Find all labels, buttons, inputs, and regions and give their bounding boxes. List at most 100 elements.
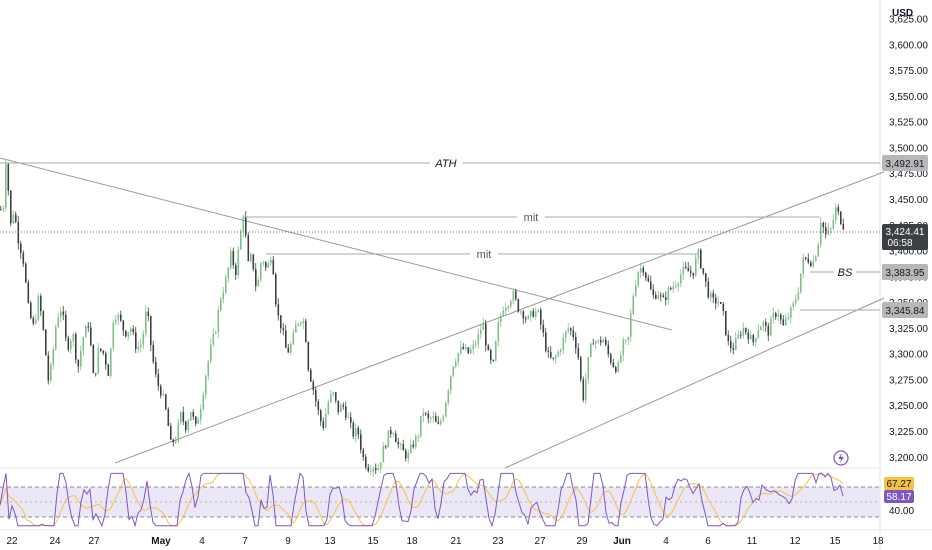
candlesticks[interactable] bbox=[0, 158, 845, 477]
candle-body[interactable] bbox=[557, 351, 560, 357]
candle-body[interactable] bbox=[247, 235, 250, 261]
candle-body[interactable] bbox=[107, 364, 110, 376]
candle-body[interactable] bbox=[720, 302, 722, 304]
candle-body[interactable] bbox=[662, 295, 665, 298]
candle-body[interactable] bbox=[145, 311, 147, 334]
candle-body[interactable] bbox=[660, 295, 662, 297]
candle-body[interactable] bbox=[747, 332, 750, 340]
candle-body[interactable] bbox=[580, 357, 582, 380]
candle-body[interactable] bbox=[302, 320, 305, 324]
candle-body[interactable] bbox=[832, 219, 835, 229]
candle-body[interactable] bbox=[810, 262, 812, 267]
candle-body[interactable] bbox=[142, 333, 145, 345]
candle-body[interactable] bbox=[12, 214, 15, 224]
candle-body[interactable] bbox=[752, 335, 755, 343]
candle-body[interactable] bbox=[535, 311, 537, 317]
candle-body[interactable] bbox=[555, 356, 557, 359]
candle-body[interactable] bbox=[192, 412, 195, 417]
candle-body[interactable] bbox=[117, 314, 120, 320]
candle-body[interactable] bbox=[705, 273, 707, 282]
candle-body[interactable] bbox=[72, 334, 75, 342]
candle-body[interactable] bbox=[550, 351, 552, 358]
candle-body[interactable] bbox=[357, 428, 360, 435]
candle-body[interactable] bbox=[695, 258, 697, 276]
candle-body[interactable] bbox=[655, 295, 657, 299]
candle-body[interactable] bbox=[132, 328, 135, 333]
candle-body[interactable] bbox=[287, 347, 290, 353]
candle-body[interactable] bbox=[797, 292, 800, 300]
candle-body[interactable] bbox=[457, 353, 460, 362]
candle-body[interactable] bbox=[710, 293, 712, 298]
candle-body[interactable] bbox=[490, 350, 492, 360]
candle-body[interactable] bbox=[572, 330, 575, 338]
candle-body[interactable] bbox=[422, 413, 425, 417]
candle-body[interactable] bbox=[597, 340, 600, 342]
candle-body[interactable] bbox=[35, 319, 37, 324]
candle-body[interactable] bbox=[632, 295, 635, 314]
candle-body[interactable] bbox=[47, 355, 50, 381]
candle-body[interactable] bbox=[95, 373, 97, 375]
candle-body[interactable] bbox=[595, 341, 597, 344]
candle-body[interactable] bbox=[217, 310, 220, 333]
candle-body[interactable] bbox=[352, 422, 355, 437]
candle-body[interactable] bbox=[187, 420, 190, 431]
candle-body[interactable] bbox=[697, 249, 700, 259]
candle-body[interactable] bbox=[152, 344, 155, 362]
candle-body[interactable] bbox=[745, 327, 747, 333]
candle-body[interactable] bbox=[712, 293, 715, 298]
candle-body[interactable] bbox=[167, 409, 170, 427]
candle-body[interactable] bbox=[390, 430, 392, 434]
candle-body[interactable] bbox=[462, 347, 465, 349]
candle-body[interactable] bbox=[785, 318, 787, 326]
candle-body[interactable] bbox=[477, 334, 480, 344]
candle-body[interactable] bbox=[265, 262, 267, 268]
candle-body[interactable] bbox=[617, 361, 620, 372]
candle-body[interactable] bbox=[470, 349, 472, 354]
candle-body[interactable] bbox=[25, 263, 27, 283]
candle-body[interactable] bbox=[100, 348, 102, 351]
candle-body[interactable] bbox=[315, 389, 317, 402]
candle-body[interactable] bbox=[507, 306, 510, 308]
candle-body[interactable] bbox=[97, 348, 100, 374]
candle-body[interactable] bbox=[262, 262, 265, 264]
candle-body[interactable] bbox=[290, 344, 292, 353]
candle-body[interactable] bbox=[425, 413, 427, 415]
candle-body[interactable] bbox=[420, 416, 422, 437]
candle-body[interactable] bbox=[30, 302, 32, 319]
candle-body[interactable] bbox=[775, 313, 777, 317]
candle-body[interactable] bbox=[325, 413, 327, 428]
candle-body[interactable] bbox=[222, 292, 225, 300]
candle-body[interactable] bbox=[272, 259, 275, 275]
candle-body[interactable] bbox=[815, 256, 817, 261]
candle-body[interactable] bbox=[227, 267, 230, 279]
candle-body[interactable] bbox=[237, 249, 240, 276]
candle-body[interactable] bbox=[417, 436, 420, 438]
candle-body[interactable] bbox=[615, 366, 617, 372]
candle-body[interactable] bbox=[562, 337, 565, 350]
candle-body[interactable] bbox=[547, 350, 550, 352]
candle-body[interactable] bbox=[15, 214, 17, 222]
candle-body[interactable] bbox=[497, 322, 500, 342]
candle-body[interactable] bbox=[467, 347, 470, 354]
candle-body[interactable] bbox=[642, 267, 645, 273]
candle-body[interactable] bbox=[410, 444, 412, 453]
candle-body[interactable] bbox=[512, 291, 515, 302]
candle-body[interactable] bbox=[640, 267, 642, 273]
candle-body[interactable] bbox=[605, 339, 607, 345]
candle-body[interactable] bbox=[85, 326, 87, 338]
candle-body[interactable] bbox=[672, 286, 675, 290]
candle-body[interactable] bbox=[770, 318, 772, 336]
candle-body[interactable] bbox=[395, 433, 397, 442]
candle-body[interactable] bbox=[690, 271, 692, 273]
candle-body[interactable] bbox=[792, 302, 795, 308]
candle-body[interactable] bbox=[822, 222, 825, 228]
candle-body[interactable] bbox=[437, 421, 440, 424]
candle-body[interactable] bbox=[837, 207, 840, 212]
candle-body[interactable] bbox=[520, 311, 522, 313]
candle-body[interactable] bbox=[137, 346, 140, 349]
candle-body[interactable] bbox=[487, 345, 490, 351]
candle-body[interactable] bbox=[670, 287, 672, 290]
candle-body[interactable] bbox=[790, 307, 792, 318]
candle-body[interactable] bbox=[585, 378, 587, 400]
candle-body[interactable] bbox=[835, 207, 837, 220]
